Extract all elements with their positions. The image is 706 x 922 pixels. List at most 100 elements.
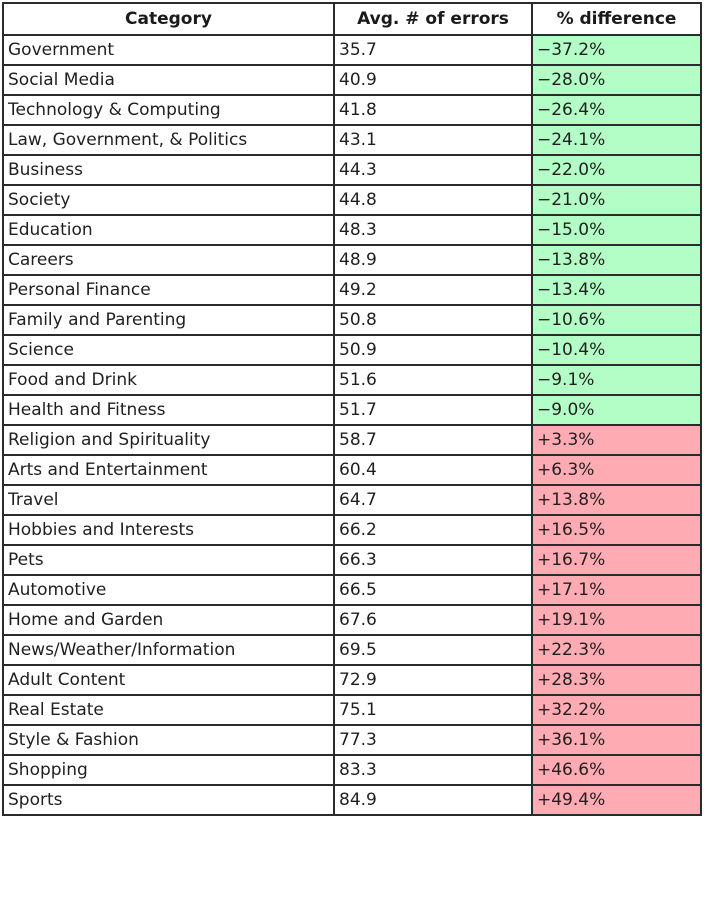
table-header: Category Avg. # of errors % difference	[2, 2, 702, 36]
table-row: Society 44.8 −21.0%	[2, 184, 702, 216]
table-row: News/Weather/Information 69.5 +22.3%	[2, 634, 702, 666]
table-row: Automotive 66.5 +17.1%	[2, 574, 702, 606]
avg-errors-cell: 48.9	[333, 244, 533, 276]
percent-difference-cell: +46.6%	[531, 754, 702, 786]
avg-errors-cell: 58.7	[333, 424, 533, 456]
percent-difference-cell: −9.0%	[531, 394, 702, 426]
table-row: Shopping 83.3 +46.6%	[2, 754, 702, 786]
avg-errors-cell: 40.9	[333, 64, 533, 96]
avg-errors-cell: 75.1	[333, 694, 533, 726]
avg-errors-cell: 67.6	[333, 604, 533, 636]
category-cell: Shopping	[2, 754, 335, 786]
percent-difference-cell: +6.3%	[531, 454, 702, 486]
table-row: Personal Finance 49.2 −13.4%	[2, 274, 702, 306]
category-cell: Family and Parenting	[2, 304, 335, 336]
category-cell: Society	[2, 184, 335, 216]
category-cell: Technology & Computing	[2, 94, 335, 126]
header-category: Category	[2, 2, 335, 36]
avg-errors-cell: 44.3	[333, 154, 533, 186]
category-cell: Arts and Entertainment	[2, 454, 335, 486]
table-row: Health and Fitness 51.7 −9.0%	[2, 394, 702, 426]
category-cell: Real Estate	[2, 694, 335, 726]
percent-difference-cell: −9.1%	[531, 364, 702, 396]
table-row: Family and Parenting 50.8 −10.6%	[2, 304, 702, 336]
category-cell: Government	[2, 34, 335, 66]
percent-difference-cell: −10.4%	[531, 334, 702, 366]
avg-errors-cell: 66.3	[333, 544, 533, 576]
percent-difference-cell: +49.4%	[531, 784, 702, 816]
avg-errors-cell: 51.7	[333, 394, 533, 426]
table-row: Style & Fashion 77.3 +36.1%	[2, 724, 702, 756]
percent-difference-cell: +16.7%	[531, 544, 702, 576]
category-cell: Adult Content	[2, 664, 335, 696]
table-row: Adult Content 72.9 +28.3%	[2, 664, 702, 696]
avg-errors-cell: 84.9	[333, 784, 533, 816]
avg-errors-cell: 77.3	[333, 724, 533, 756]
category-cell: Style & Fashion	[2, 724, 335, 756]
avg-errors-cell: 66.2	[333, 514, 533, 546]
percent-difference-cell: −22.0%	[531, 154, 702, 186]
avg-errors-cell: 35.7	[333, 34, 533, 66]
percent-difference-cell: −10.6%	[531, 304, 702, 336]
category-cell: Automotive	[2, 574, 335, 606]
category-cell: Health and Fitness	[2, 394, 335, 426]
avg-errors-cell: 41.8	[333, 94, 533, 126]
percent-difference-cell: +3.3%	[531, 424, 702, 456]
percent-difference-cell: −37.2%	[531, 34, 702, 66]
category-cell: Science	[2, 334, 335, 366]
table-row: Law, Government, & Politics 43.1 −24.1%	[2, 124, 702, 156]
percent-difference-cell: +19.1%	[531, 604, 702, 636]
percent-difference-cell: +13.8%	[531, 484, 702, 516]
avg-errors-cell: 48.3	[333, 214, 533, 246]
table-row: Government 35.7 −37.2%	[2, 34, 702, 66]
category-cell: Travel	[2, 484, 335, 516]
table-row: Technology & Computing 41.8 −26.4%	[2, 94, 702, 126]
category-cell: Pets	[2, 544, 335, 576]
table-body: Government 35.7 −37.2% Social Media 40.9 −28.…	[2, 34, 702, 816]
percent-difference-cell: −13.4%	[531, 274, 702, 306]
table-row: Science 50.9 −10.4%	[2, 334, 702, 366]
category-cell: Hobbies and Interests	[2, 514, 335, 546]
header-percent-difference: % difference	[531, 2, 702, 36]
percent-difference-cell: −13.8%	[531, 244, 702, 276]
avg-errors-cell: 44.8	[333, 184, 533, 216]
avg-errors-cell: 49.2	[333, 274, 533, 306]
avg-errors-cell: 66.5	[333, 574, 533, 606]
percent-difference-cell: +32.2%	[531, 694, 702, 726]
percent-difference-cell: −21.0%	[531, 184, 702, 216]
percent-difference-cell: −26.4%	[531, 94, 702, 126]
table-row: Business 44.3 −22.0%	[2, 154, 702, 186]
table-row: Food and Drink 51.6 −9.1%	[2, 364, 702, 396]
category-cell: Personal Finance	[2, 274, 335, 306]
table-row: Home and Garden 67.6 +19.1%	[2, 604, 702, 636]
category-cell: News/Weather/Information	[2, 634, 335, 666]
percent-difference-cell: +22.3%	[531, 634, 702, 666]
percent-difference-cell: −24.1%	[531, 124, 702, 156]
table-row: Religion and Spirituality 58.7 +3.3%	[2, 424, 702, 456]
table-row: Travel 64.7 +13.8%	[2, 484, 702, 516]
table-row: Careers 48.9 −13.8%	[2, 244, 702, 276]
table-row: Social Media 40.9 −28.0%	[2, 64, 702, 96]
avg-errors-cell: 51.6	[333, 364, 533, 396]
header-avg-errors: Avg. # of errors	[333, 2, 533, 36]
category-cell: Careers	[2, 244, 335, 276]
percent-difference-cell: −28.0%	[531, 64, 702, 96]
avg-errors-cell: 43.1	[333, 124, 533, 156]
errors-table-container: Category Avg. # of errors % difference G…	[2, 2, 702, 816]
percent-difference-cell: +28.3%	[531, 664, 702, 696]
avg-errors-cell: 64.7	[333, 484, 533, 516]
category-cell: Business	[2, 154, 335, 186]
category-cell: Law, Government, & Politics	[2, 124, 335, 156]
category-cell: Religion and Spirituality	[2, 424, 335, 456]
table-row: Arts and Entertainment 60.4 +6.3%	[2, 454, 702, 486]
category-cell: Sports	[2, 784, 335, 816]
category-cell: Social Media	[2, 64, 335, 96]
table-row: Sports 84.9 +49.4%	[2, 784, 702, 816]
category-cell: Food and Drink	[2, 364, 335, 396]
category-cell: Education	[2, 214, 335, 246]
table-row: Hobbies and Interests 66.2 +16.5%	[2, 514, 702, 546]
percent-difference-cell: +16.5%	[531, 514, 702, 546]
errors-by-category-table: Category Avg. # of errors % difference G…	[2, 2, 702, 816]
avg-errors-cell: 69.5	[333, 634, 533, 666]
category-cell: Home and Garden	[2, 604, 335, 636]
